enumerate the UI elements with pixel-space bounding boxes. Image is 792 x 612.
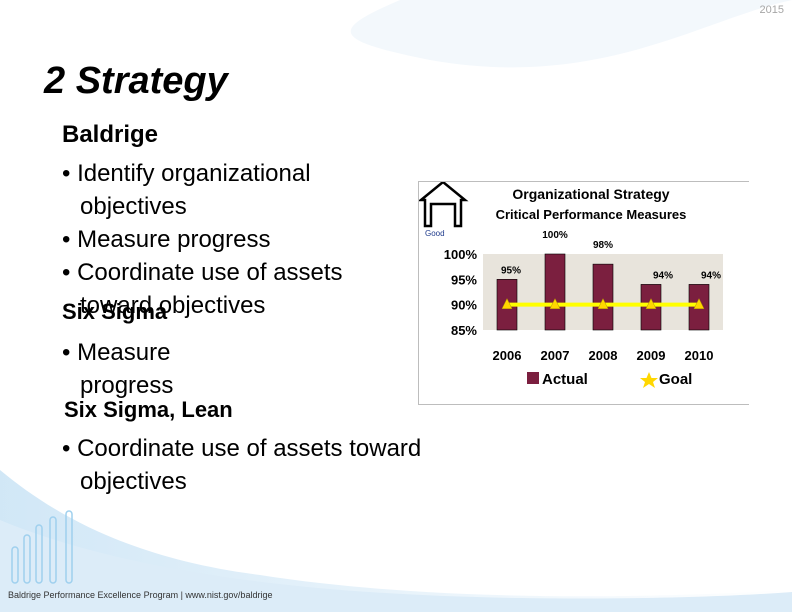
baldrige-heading: Baldrige: [62, 121, 159, 148]
x-tick-label-2010: 2010: [685, 348, 714, 363]
chart-subtitle: Critical Performance Measures: [496, 207, 687, 222]
baldrige-bullet-3-cont: toward objectives: [80, 292, 266, 319]
baldrige-logo: [11, 510, 73, 584]
goal-marker-2006: [501, 298, 513, 309]
six-sigma-bullet-1-cont: progress: [80, 372, 174, 399]
x-tick-label-2006: 2006: [493, 348, 522, 363]
chart-title: Organizational Strategy: [512, 186, 669, 202]
six-sigma-lean-bullet-1: • Coordinate use of assets toward: [62, 435, 422, 462]
data-label-2006: 95%: [501, 265, 521, 276]
legend: Actual Goal: [527, 371, 692, 388]
y-tick-label: 90%: [451, 298, 477, 313]
x-tick-label-2009: 2009: [637, 348, 666, 363]
baldrige-bullet-1-cont: objectives: [80, 193, 187, 220]
legend-actual-swatch: [527, 372, 539, 384]
x-tick-label-2008: 2008: [589, 348, 618, 363]
baldrige-bullet-1: • Identify organizational: [62, 160, 311, 187]
bar-actual-2008: [592, 263, 614, 331]
bar-actual-2007: [544, 253, 566, 331]
legend-goal-star-icon: [640, 372, 658, 388]
goal-marker-2007: [549, 298, 561, 309]
slide-title: 2 Strategy: [44, 60, 228, 102]
baldrige-bullet-3: • Coordinate use of assets: [62, 259, 343, 286]
goal-marker-2010: [693, 298, 705, 309]
good-label: Good: [425, 229, 445, 238]
six-sigma-heading: Six Sigma: [62, 299, 168, 324]
goal-marker-2008: [597, 298, 609, 309]
y-tick-label: 95%: [451, 272, 477, 287]
y-tick-label: 100%: [444, 247, 478, 262]
x-tick-label-2007: 2007: [541, 348, 570, 363]
six-sigma-lean-bullet-1-cont: objectives: [80, 468, 187, 495]
y-tick-label: 85%: [451, 323, 477, 338]
data-label-2007: 100%: [542, 230, 568, 241]
strategy-chart: Good Organizational Strategy Critical Pe…: [418, 181, 749, 405]
data-label-2008: 98%: [593, 240, 613, 251]
goal-marker-2009: [645, 298, 657, 309]
legend-goal-label: Goal: [659, 371, 692, 388]
data-label-2010: 94%: [701, 270, 721, 281]
legend-actual-label: Actual: [542, 371, 588, 388]
good-arrow-icon: [419, 182, 469, 228]
data-label-2009: 94%: [653, 270, 673, 281]
six-sigma-lean-heading: Six Sigma, Lean: [64, 397, 233, 422]
six-sigma-bullet-1: • Measure: [62, 339, 171, 366]
year-label: 2015: [759, 4, 784, 16]
chart-svg: Good Organizational Strategy Critical Pe…: [419, 182, 723, 388]
footer-text: Baldrige Performance Excellence Program …: [8, 590, 273, 600]
baldrige-bullet-2: • Measure progress: [62, 226, 271, 253]
